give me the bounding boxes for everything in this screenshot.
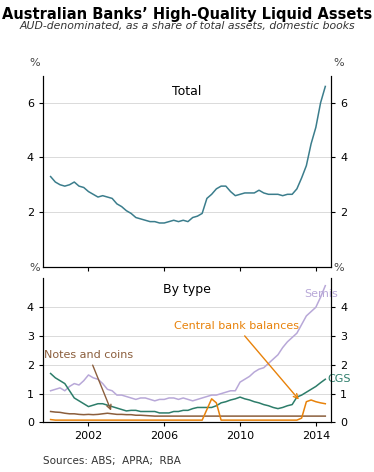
- Text: AUD-denominated, as a share of total assets, domestic books: AUD-denominated, as a share of total ass…: [19, 21, 355, 31]
- Text: %: %: [30, 263, 40, 273]
- Text: Notes and coins: Notes and coins: [44, 350, 133, 409]
- Text: Total: Total: [172, 85, 202, 98]
- Text: By type: By type: [163, 283, 211, 296]
- Text: Semis: Semis: [304, 289, 338, 299]
- Text: Australian Banks’ High-Quality Liquid Assets: Australian Banks’ High-Quality Liquid As…: [2, 7, 372, 22]
- Text: %: %: [30, 58, 40, 68]
- Text: %: %: [334, 263, 344, 273]
- Text: CGS: CGS: [327, 374, 351, 384]
- Text: Central bank balances: Central bank balances: [174, 321, 299, 398]
- Text: Sources: ABS;  APRA;  RBA: Sources: ABS; APRA; RBA: [43, 456, 181, 466]
- Text: %: %: [334, 58, 344, 68]
